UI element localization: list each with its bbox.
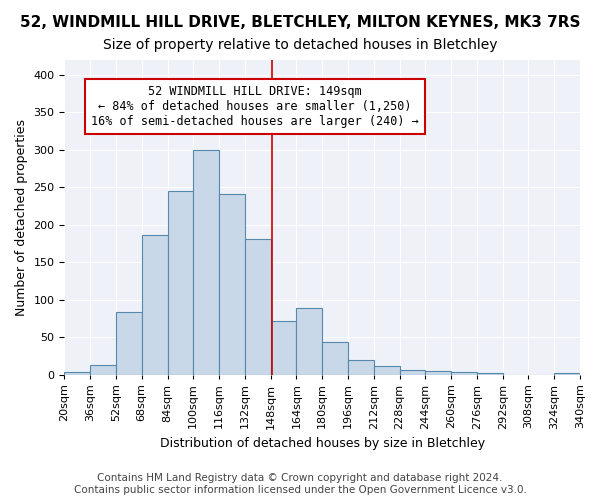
Bar — [64, 372, 90, 374]
X-axis label: Distribution of detached houses by size in Bletchley: Distribution of detached houses by size … — [160, 437, 485, 450]
Bar — [322, 342, 348, 374]
Bar — [554, 373, 580, 374]
Bar — [451, 372, 477, 374]
Text: 52, WINDMILL HILL DRIVE, BLETCHLEY, MILTON KEYNES, MK3 7RS: 52, WINDMILL HILL DRIVE, BLETCHLEY, MILT… — [20, 15, 580, 30]
Bar — [400, 370, 425, 374]
Text: Size of property relative to detached houses in Bletchley: Size of property relative to detached ho… — [103, 38, 497, 52]
Bar — [296, 308, 322, 374]
Bar — [90, 365, 116, 374]
Bar — [348, 360, 374, 374]
Bar — [477, 373, 503, 374]
Bar — [219, 194, 245, 374]
Bar — [142, 235, 167, 374]
Bar — [374, 366, 400, 374]
Y-axis label: Number of detached properties: Number of detached properties — [15, 119, 28, 316]
Bar — [245, 239, 271, 374]
Bar — [425, 371, 451, 374]
Text: 52 WINDMILL HILL DRIVE: 149sqm
← 84% of detached houses are smaller (1,250)
16% : 52 WINDMILL HILL DRIVE: 149sqm ← 84% of … — [91, 85, 419, 128]
Bar — [116, 312, 142, 374]
Text: Contains HM Land Registry data © Crown copyright and database right 2024.
Contai: Contains HM Land Registry data © Crown c… — [74, 474, 526, 495]
Bar — [193, 150, 219, 374]
Bar — [167, 191, 193, 374]
Bar — [271, 320, 296, 374]
